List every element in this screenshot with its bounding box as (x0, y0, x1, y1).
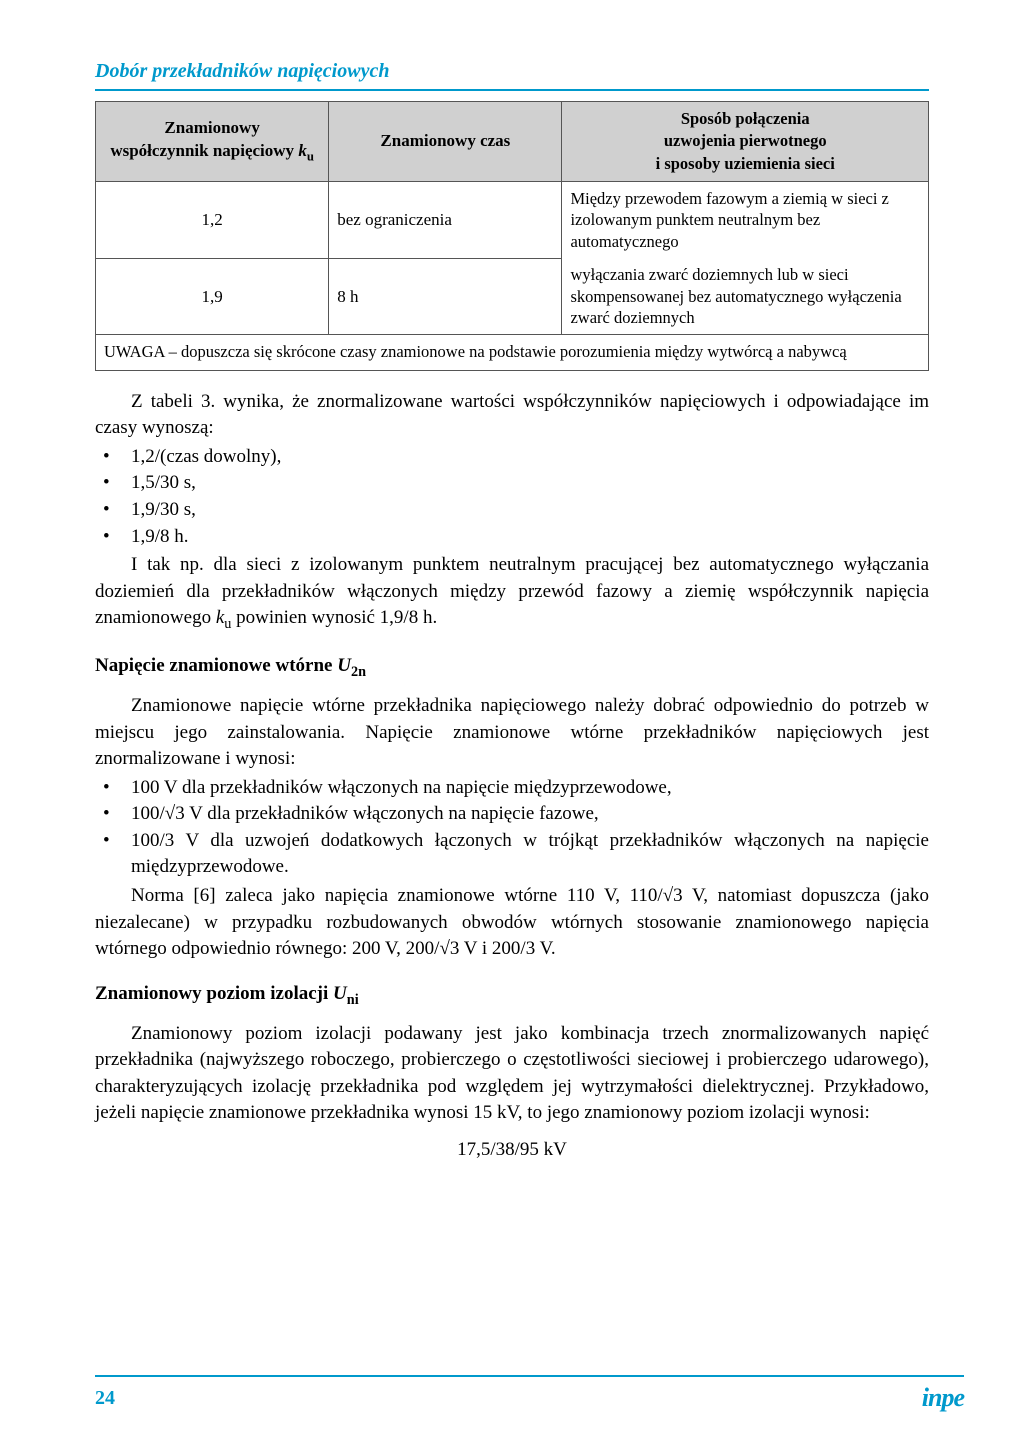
page-header: Dobór przekładników napięciowych (95, 60, 929, 91)
th-col1-l1: Znamionowy (164, 118, 259, 137)
para-2: I tak np. dla sieci z izolowanym punktem… (95, 552, 929, 635)
cell-r1c1: 1,2 (96, 181, 329, 258)
table-header-row: Znamionowy współczynnik napięciowy ku Zn… (96, 102, 929, 182)
table-note-row: UWAGA – dopuszcza się skrócone czasy zna… (96, 335, 929, 370)
para-1: Z tabeli 3. wynika, że znormalizowane wa… (95, 389, 929, 442)
h3-sub: ni (347, 992, 359, 1008)
th-col1-var: k (298, 141, 307, 160)
h3-var: U (333, 983, 347, 1004)
h3-pre: Znamionowy poziom izolacji (95, 983, 333, 1004)
th-col2: Znamionowy czas (329, 102, 562, 182)
page-footer: 24 inpe (95, 1375, 964, 1413)
cell-r2c1: 1,9 (96, 258, 329, 335)
th-col3-l1: Sposób połączenia (681, 109, 810, 128)
body-content: Z tabeli 3. wynika, że znormalizowane wa… (95, 389, 929, 1164)
heading-uni: Znamionowy poziom izolacji Uni (95, 981, 929, 1011)
para2-post: powinien wynosić 1,9/8 h. (231, 607, 437, 628)
table-note: UWAGA – dopuszcza się skrócone czasy zna… (96, 335, 929, 370)
cell-r1c2: bez ograniczenia (329, 181, 562, 258)
list-item: 100/√3 V dla przekładników włączonych na… (95, 801, 929, 828)
list-item: 1,2/(czas dowolny), (95, 444, 929, 471)
para-4: Norma [6] zaleca jako napięcia znamionow… (95, 883, 929, 963)
table-row: 1,2 bez ograniczenia Między przewodem fa… (96, 181, 929, 258)
list-item: 100/3 V dla uzwojeń dodatkowych łączonyc… (95, 828, 929, 881)
data-table: Znamionowy współczynnik napięciowy ku Zn… (95, 101, 929, 371)
th-col1-sub: u (307, 149, 314, 163)
para2-var: k (216, 607, 224, 628)
list-item: 1,5/30 s, (95, 470, 929, 497)
heading-u2n: Napięcie znamionowe wtórne U2n (95, 653, 929, 683)
cell-r2c2: 8 h (329, 258, 562, 335)
logo: inpe (922, 1383, 964, 1413)
th-col1: Znamionowy współczynnik napięciowy ku (96, 102, 329, 182)
para-5: Znamionowy poziom izolacji podawany jest… (95, 1021, 929, 1127)
h2-var: U (337, 655, 351, 676)
th-col3-l3: i sposoby uziemienia sieci (656, 154, 835, 173)
h2-sub: 2n (351, 664, 366, 680)
list-item: 100 V dla przekładników włączonych na na… (95, 775, 929, 802)
th-col1-l2a: współczynnik napięciowy (110, 141, 298, 160)
para-3: Znamionowe napięcie wtórne przekładnika … (95, 693, 929, 773)
th-col3-l2: uzwojenia pierwotnego (664, 131, 827, 150)
bullet-list-1: 1,2/(czas dowolny), 1,5/30 s, 1,9/30 s, … (95, 444, 929, 550)
list-item: 1,9/8 h. (95, 524, 929, 551)
page-number: 24 (95, 1387, 115, 1410)
cell-r1c3: Między przewodem fazowym a ziemią w siec… (562, 181, 929, 258)
h2-pre: Napięcie znamionowe wtórne (95, 655, 337, 676)
list-item: 1,9/30 s, (95, 497, 929, 524)
table-row: 1,9 8 h wyłączania zwarć doziemnych lub … (96, 258, 929, 335)
cell-r2c3: wyłączania zwarć doziemnych lub w sieci … (562, 258, 929, 335)
bullet-list-2: 100 V dla przekładników włączonych na na… (95, 775, 929, 881)
equation: 17,5/38/95 kV (95, 1137, 929, 1164)
th-col3: Sposób połączenia uzwojenia pierwotnego … (562, 102, 929, 182)
